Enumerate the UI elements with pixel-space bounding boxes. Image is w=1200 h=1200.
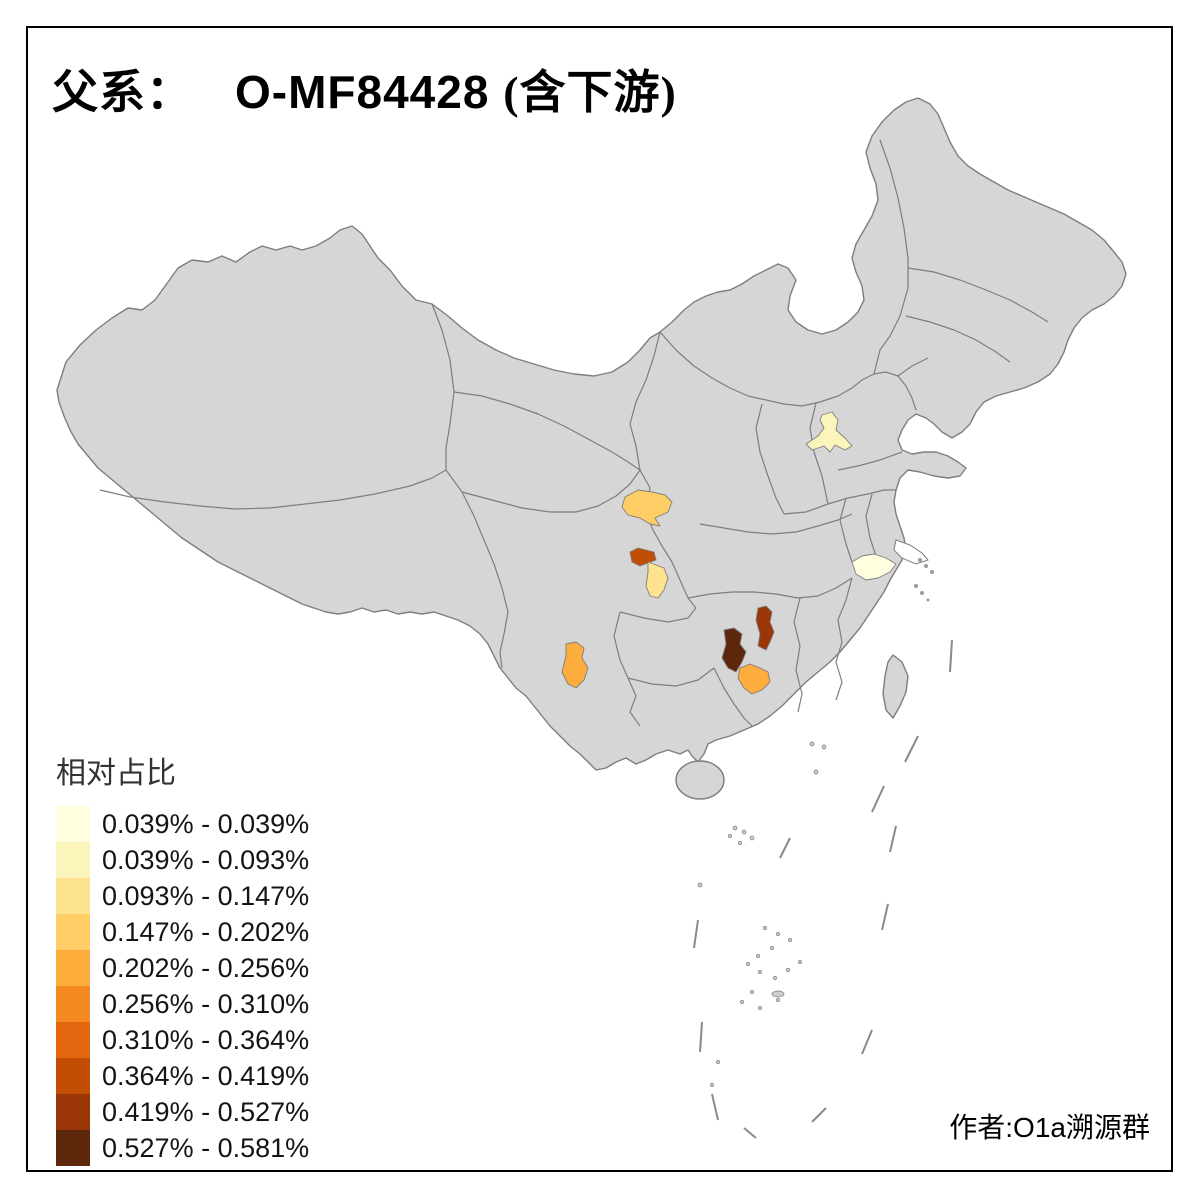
map-title: 父系： O-MF84428 (含下游) (52, 56, 677, 122)
legend-label: 0.256% - 0.310% (102, 988, 310, 1019)
legend-swatch (56, 1130, 90, 1166)
legend-item: 0.364% - 0.419% (56, 1058, 309, 1094)
credit-text: 作者:O1a溯源群 (949, 1112, 1150, 1143)
legend-item: 0.202% - 0.256% (56, 950, 309, 986)
choropleth-region-3 (629, 547, 657, 567)
taiwan-island (882, 654, 909, 719)
legend-swatch (56, 914, 90, 950)
choropleth-region-9 (561, 641, 589, 689)
legend-item: 0.310% - 0.364% (56, 1022, 309, 1058)
legend-item: 0.039% - 0.039% (56, 806, 309, 842)
title-prefix: 父系： (52, 67, 193, 118)
hainan-island (675, 760, 725, 800)
legend: 相对占比 0.039% - 0.039% 0.039% - 0.093% 0.0… (56, 748, 309, 1166)
legend-swatch (56, 1022, 90, 1058)
legend-label: 0.039% - 0.039% (102, 808, 310, 839)
legend-item: 0.527% - 0.581% (56, 1130, 309, 1166)
legend-label: 0.093% - 0.147% (102, 880, 310, 911)
legend-swatch (56, 1058, 90, 1094)
coastal-islets (914, 558, 934, 602)
legend-item: 0.147% - 0.202% (56, 914, 309, 950)
legend-label: 0.039% - 0.093% (102, 844, 310, 875)
legend-swatch (56, 1094, 90, 1130)
choropleth-region-6 (755, 605, 775, 651)
province-borders (99, 139, 1049, 727)
legend-label: 0.202% - 0.256% (102, 952, 310, 983)
yangtze-estuary (893, 539, 929, 565)
legend-item: 0.256% - 0.310% (56, 986, 309, 1022)
dash-line-segments (693, 639, 953, 1139)
choropleth-region-1 (805, 411, 853, 453)
legend-swatch (56, 806, 90, 842)
legend-item: 0.093% - 0.147% (56, 878, 309, 914)
title-haplogroup: O-MF84428 (235, 66, 490, 118)
choropleth-region-8 (737, 663, 771, 695)
title-suffix: (含下游) (503, 67, 677, 118)
choropleth-regions (561, 411, 897, 695)
legend-swatch (56, 878, 90, 914)
legend-swatch (56, 986, 90, 1022)
choropleth-region-4 (645, 561, 669, 599)
choropleth-region-7 (721, 627, 747, 673)
choropleth-region-2 (621, 489, 673, 527)
legend-swatch (56, 950, 90, 986)
china-mainland-outline (56, 97, 1127, 771)
legend-label: 0.527% - 0.581% (102, 1132, 310, 1163)
south-china-sea-islets (697, 741, 827, 1087)
legend-label: 0.419% - 0.527% (102, 1096, 310, 1127)
legend-label: 0.310% - 0.364% (102, 1024, 310, 1055)
legend-title: 相对占比 (56, 757, 176, 790)
legend-label: 0.147% - 0.202% (102, 916, 310, 947)
legend-item: 0.039% - 0.093% (56, 842, 309, 878)
choropleth-region-5 (851, 553, 897, 581)
legend-swatch (56, 842, 90, 878)
legend-label: 0.364% - 0.419% (102, 1060, 310, 1091)
legend-item: 0.419% - 0.527% (56, 1094, 309, 1130)
